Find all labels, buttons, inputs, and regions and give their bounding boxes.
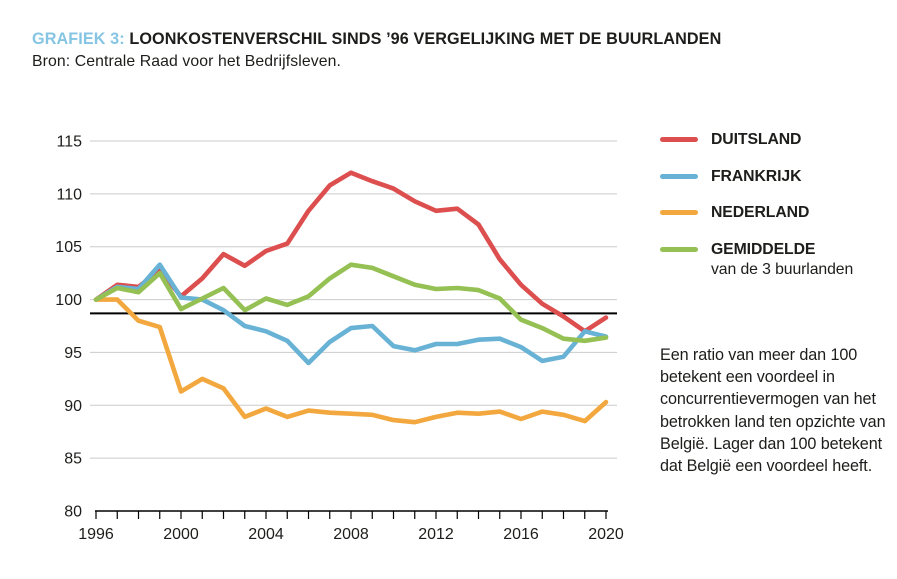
legend-swatch-duitsland bbox=[660, 137, 698, 142]
x-tick-label-2016: 2016 bbox=[503, 526, 539, 543]
legend-label-nederland: NEDERLAND bbox=[711, 204, 810, 222]
legend-item-frankrijk: FRANKRIJK bbox=[660, 167, 890, 187]
y-tick-label-80: 80 bbox=[64, 504, 82, 521]
x-tick-label-2008: 2008 bbox=[333, 526, 369, 543]
x-tick-label-1996: 1996 bbox=[78, 526, 114, 543]
legend-swatch-nederland bbox=[660, 210, 698, 216]
y-tick-label-110: 110 bbox=[56, 186, 82, 203]
x-tick-label-2004: 2004 bbox=[248, 526, 284, 543]
legend-item-nederland: NEDERLAND bbox=[660, 203, 890, 223]
series-line-frankrijk bbox=[93, 262, 609, 366]
x-tick-label-2000: 2000 bbox=[163, 526, 199, 543]
legend-item-duitsland: DUITSLAND bbox=[660, 130, 890, 150]
data-series bbox=[93, 170, 609, 425]
page-title: GRAFIEK 3: LOONKOSTENVERSCHIL SINDS ’96 … bbox=[32, 30, 752, 49]
series-line-duitsland bbox=[93, 170, 609, 334]
y-axis-labels: 80 85 90 95 100 105 110 115 bbox=[55, 134, 82, 521]
legend-label-frankrijk: FRANKRIJK bbox=[711, 167, 802, 185]
line-chart: 80 85 90 95 100 105 110 115 1996 2000 2004 2008 201… bbox=[55, 134, 624, 543]
y-tick-label-105: 105 bbox=[55, 239, 82, 256]
x-tick-label-2012: 2012 bbox=[418, 526, 454, 543]
legend-swatch-gemiddelde bbox=[660, 247, 698, 253]
chart-title-text: LOONKOSTENVERSCHIL SINDS ’96 VERGELIJKIN… bbox=[129, 30, 722, 48]
explanatory-note: Een ratio van meer dan 100 betekent een … bbox=[660, 346, 886, 475]
chart-area: 80 85 90 95 100 105 110 115 1996 2000 2004 2008 201… bbox=[0, 118, 660, 563]
chart-header: GRAFIEK 3: LOONKOSTENVERSCHIL SINDS ’96 … bbox=[32, 30, 752, 71]
x-tick-label-2020: 2020 bbox=[588, 526, 624, 543]
chart-source: Bron: Centrale Raad voor het Bedrijfslev… bbox=[32, 53, 341, 70]
chart-number-label: GRAFIEK 3: bbox=[32, 30, 125, 48]
series-line-nederland bbox=[93, 297, 609, 425]
legend-label-gemiddelde: GEMIDDELDE bbox=[711, 241, 816, 259]
y-tick-label-100: 100 bbox=[55, 292, 82, 309]
legend-label-duitsland: DUITSLAND bbox=[711, 131, 802, 148]
y-tick-label-115: 115 bbox=[56, 134, 82, 151]
y-tick-label-90: 90 bbox=[64, 398, 82, 415]
x-axis bbox=[95, 510, 608, 519]
legend-item-gemiddelde: GEMIDDELDE van de 3 buurlanden bbox=[660, 240, 890, 280]
legend-sublabel-gemiddelde: van de 3 buurlanden bbox=[711, 260, 854, 278]
legend-swatch-frankrijk bbox=[660, 173, 698, 179]
x-axis-labels: 1996 2000 2004 2008 2012 2016 2020 bbox=[78, 526, 624, 543]
legend: DUITSLAND FRANKRIJK NEDERLAND GEMIDDELDE… bbox=[660, 130, 890, 297]
y-tick-label-95: 95 bbox=[64, 345, 82, 362]
series-line-gemiddelde bbox=[93, 262, 609, 344]
y-tick-label-85: 85 bbox=[64, 451, 82, 468]
